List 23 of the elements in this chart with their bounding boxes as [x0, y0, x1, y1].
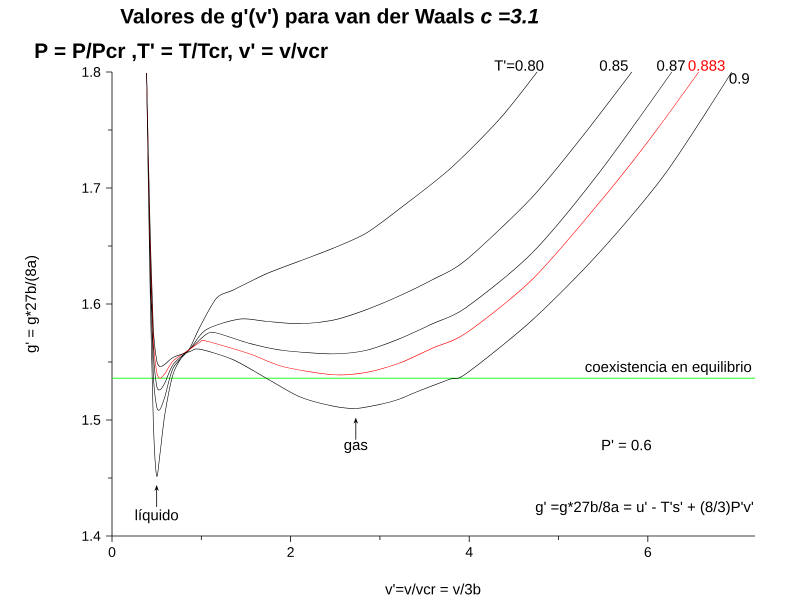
x-axis-title: v'=v/vcr = v/3b	[385, 583, 480, 594]
chart-subtitle: P = P/Pcr ,T' = T/Tcr, v' = v/vcr	[36, 42, 328, 62]
annotation: g' =g*27b/8a = u' - T's' + (8/3)P'v'	[536, 501, 754, 516]
x-tick-label: 4	[466, 547, 473, 557]
series-label: 0.87	[657, 60, 685, 71]
series-label: 0.9	[729, 73, 749, 84]
y-tick-label: 1.8	[82, 67, 100, 77]
x-tick-label: 6	[644, 547, 652, 558]
y-tick-label: 1.6	[82, 299, 100, 309]
x-tick-label: 0	[108, 547, 116, 558]
annotation: P' = 0.6	[602, 440, 652, 450]
series-label: 0.85	[600, 60, 628, 71]
annotation: gas	[344, 442, 368, 454]
y-tick-label: 1.7	[82, 183, 100, 193]
y-tick-label: 1.5	[82, 415, 100, 425]
chart-title: Valores de g'(v') para van der Waals c =3.1	[120, 8, 538, 28]
x-tick-label: 2	[287, 547, 294, 557]
ref-line-label: coexistencia en equilibrio	[585, 361, 752, 376]
annotation: líquido	[136, 509, 178, 524]
series-label: T'=0.80	[494, 60, 544, 71]
y-tick-label: 1.4	[82, 531, 100, 541]
series-label: 0.883	[688, 60, 725, 71]
y-axis-title: g' = g*27b/(8a)	[25, 256, 39, 352]
